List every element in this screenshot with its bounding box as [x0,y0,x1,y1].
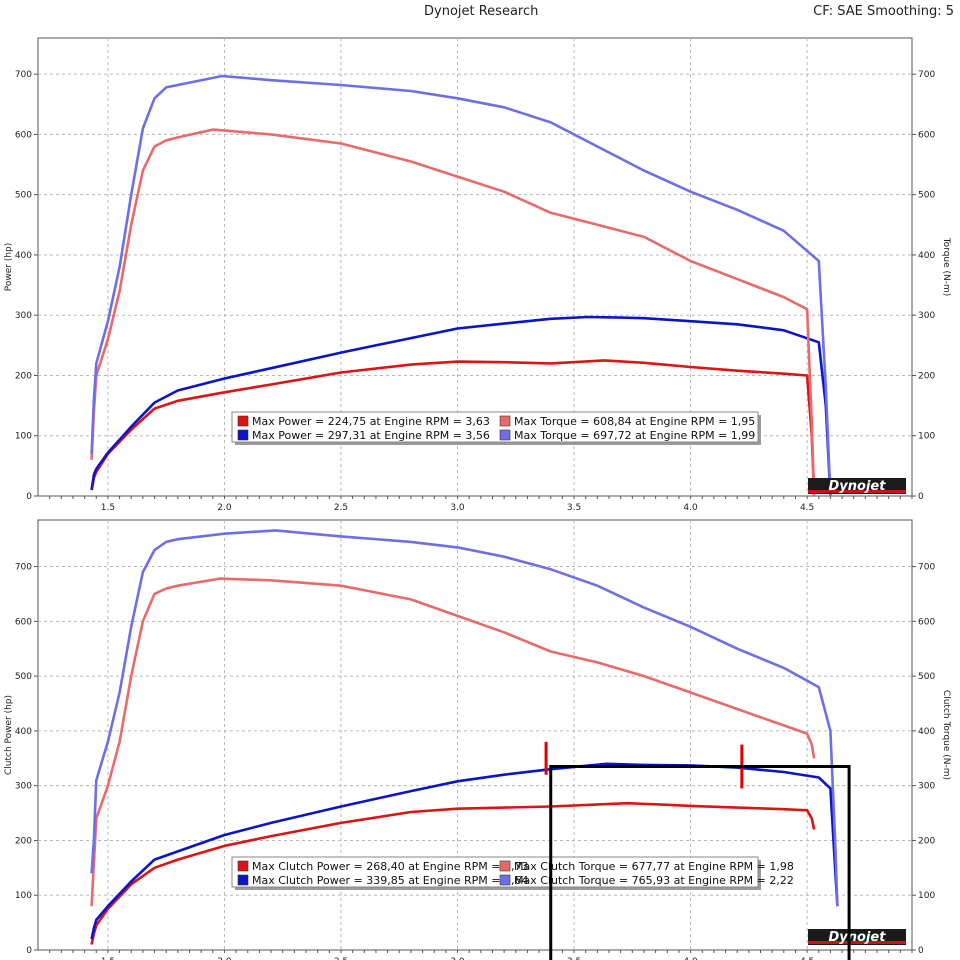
x-tick-label: 2.0 [217,503,232,513]
y-tick-label: 300 [15,782,32,792]
y2-tick-label: 200 [918,836,935,846]
y2-tick-label: 400 [918,727,935,737]
legend-swatch [499,874,511,886]
x-tick-label: 3.0 [450,957,465,960]
y-axis-label: Clutch Power (hp) [4,695,14,775]
y2-tick-label: 600 [918,130,935,140]
x-tick-label: 4.5 [800,503,814,513]
logo-text: Dynojet [829,479,887,494]
plot-frame [37,519,913,951]
y2-axis-label: Torque (N-m) [941,237,951,297]
y2-tick-label: 100 [918,432,935,442]
legend-entry: Max Clutch Power = 339,85 at Engine RPM … [252,874,528,887]
y2-axis-label: Clutch Torque (N-m) [941,690,951,780]
legend-swatch [237,429,249,441]
y-tick-label: 100 [15,432,32,442]
y2-tick-label: 300 [918,782,935,792]
series-line-4 [90,529,839,907]
legend-entry: Max Clutch Torque = 677,77 at Engine RPM… [514,860,794,873]
chart-header-info: CF: SAE Smoothing: 5 [813,4,954,19]
y2-tick-label: 400 [918,251,935,261]
series-line-3 [90,577,816,907]
y-axis-label: Power (hp) [4,243,14,292]
annotation-highlight-box [549,764,851,960]
x-tick-label: 3.0 [450,503,465,513]
y-tick-label: 400 [15,251,32,261]
y-tick-label: 0 [26,492,32,502]
series-line-3 [90,128,816,497]
y2-tick-label: 700 [918,70,935,80]
legend-swatch [499,429,511,441]
logo-stripe [808,490,906,493]
legend-box [231,411,759,443]
y2-tick-label: 0 [918,492,924,502]
y2-tick-label: 500 [918,672,935,682]
y-tick-label: 0 [26,946,32,956]
x-tick-label: 4.0 [683,957,698,960]
dynojet-logo: Dynojet [808,929,906,945]
y2-tick-label: 700 [918,563,935,573]
series-line-2 [90,315,832,497]
y-tick-label: 600 [15,130,32,140]
y-tick-label: 400 [15,727,32,737]
legend-swatch [237,874,249,886]
series-line-1 [90,801,816,945]
legend-swatch [499,415,511,427]
y2-tick-label: 0 [918,946,924,956]
y-tick-label: 600 [15,617,32,627]
x-tick-label: 4.5 [800,957,814,960]
legend-entry: Max Clutch Power = 268,40 at Engine RPM … [252,860,528,873]
x-tick-label: 1.5 [101,503,115,513]
chart-panel-2: 1.5 2.0 2.5 3.0 3.5 4.0 4.5 0 0 100 100 200 200 300 30… [4,519,951,960]
y2-tick-label: 300 [918,311,935,321]
y-tick-label: 700 [15,70,32,80]
x-tick-label: 2.0 [217,957,232,960]
series-line-2 [90,762,839,940]
legend-box [231,856,759,888]
series-line-4 [90,74,832,497]
x-tick-label: 3.5 [567,957,581,960]
x-tick-label: 1.5 [101,957,115,960]
legend-swatch [237,415,249,427]
chart-panel-1: 1.5 2.0 2.5 3.0 3.5 4.0 4.5 0 0 100 100 200 200 300 30… [4,37,951,513]
chart-header-title: Dynojet Research [424,4,539,19]
logo-text: Dynojet [829,930,887,945]
x-tick-label: 4.0 [683,503,698,513]
x-tick-label: 2.5 [334,503,348,513]
x-tick-label: 3.5 [567,503,581,513]
legend-swatch [499,860,511,872]
y-tick-label: 200 [15,836,32,846]
legend-entry: Max Torque = 608,84 at Engine RPM = 1,95 [514,415,755,428]
logo-stripe [808,941,906,944]
dynojet-logo: Dynojet [808,478,906,494]
y-tick-label: 700 [15,563,32,573]
legend-entry: Max Clutch Torque = 765,93 at Engine RPM… [514,874,794,887]
y-tick-label: 100 [15,891,32,901]
y-tick-label: 300 [15,311,32,321]
y-tick-label: 200 [15,371,32,381]
y2-tick-label: 200 [918,371,935,381]
legend-entry: Max Power = 297,31 at Engine RPM = 3,56 [252,429,490,442]
y2-tick-label: 100 [918,891,935,901]
y2-tick-label: 600 [918,617,935,627]
legend-swatch [237,860,249,872]
legend-entry: Max Power = 224,75 at Engine RPM = 3,63 [252,415,490,428]
y-tick-label: 500 [15,672,32,682]
y2-tick-label: 500 [918,191,935,201]
legend-entry: Max Torque = 697,72 at Engine RPM = 1,99 [514,429,755,442]
series-line-1 [90,359,816,497]
x-tick-label: 2.5 [334,957,348,960]
y-tick-label: 500 [15,191,32,201]
